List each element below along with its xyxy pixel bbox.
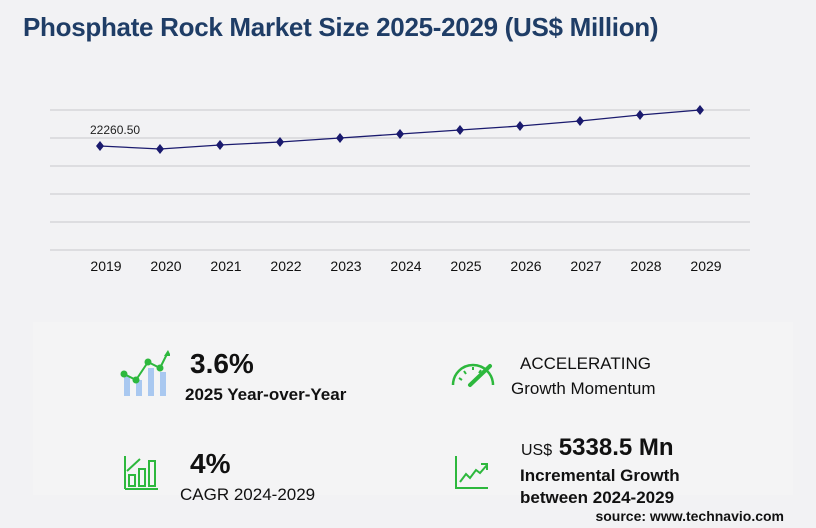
- x-tick-label: 2024: [390, 258, 421, 274]
- incremental-label-1: Incremental Growth: [520, 466, 680, 485]
- line-chart: 2019 2020 2021 2022 2023 2024 2025 2026 2027 2028…: [50, 105, 750, 274]
- data-point: [156, 144, 164, 155]
- chart-title: Phosphate Rock Market Size 2025-2029 (US…: [23, 12, 659, 42]
- bar-growth-icon: [124, 456, 158, 490]
- trend-up-icon: [455, 456, 488, 489]
- yoy-label: 2025 Year-over-Year: [185, 385, 347, 404]
- growth-chart-icon: [120, 350, 170, 396]
- x-tick-label: 2027: [570, 258, 601, 274]
- x-tick-label: 2026: [510, 258, 541, 274]
- x-tick-label: 2020: [150, 258, 181, 274]
- data-point: [396, 129, 404, 140]
- yoy-value: 3.6%: [190, 348, 254, 379]
- currency-prefix: US$: [521, 442, 553, 459]
- data-point: [576, 116, 584, 127]
- momentum-value: ACCELERATING: [520, 354, 651, 373]
- incremental-label-2: between 2024-2029: [520, 488, 675, 507]
- data-label: 22260.50: [90, 123, 140, 137]
- stats-panel: [33, 322, 793, 495]
- x-tick-label: 2029: [690, 258, 721, 274]
- x-tick-label: 2023: [330, 258, 361, 274]
- momentum-label: Growth Momentum: [511, 379, 656, 398]
- x-tick-label: 2019: [90, 258, 121, 274]
- data-point: [276, 137, 284, 148]
- x-tick-label: 2025: [450, 258, 481, 274]
- data-point: [216, 140, 224, 151]
- data-point: [516, 121, 524, 132]
- data-point: [336, 133, 344, 144]
- incremental-growth-value: US$ 5338.5 Mn: [521, 434, 674, 462]
- data-point: [96, 141, 104, 152]
- x-tick-label: 2028: [630, 258, 661, 274]
- cagr-label: CAGR 2024-2029: [180, 485, 316, 504]
- data-point: [636, 110, 644, 121]
- x-tick-label: 2021: [210, 258, 241, 274]
- incremental-value: 5338.5 Mn: [558, 434, 674, 461]
- data-point: [696, 105, 704, 116]
- cagr-value: 4%: [190, 448, 231, 479]
- source-text: source: www.technavio.com: [595, 508, 784, 524]
- speedometer-icon: [451, 363, 495, 387]
- data-point: [456, 125, 464, 136]
- x-tick-label: 2022: [270, 258, 301, 274]
